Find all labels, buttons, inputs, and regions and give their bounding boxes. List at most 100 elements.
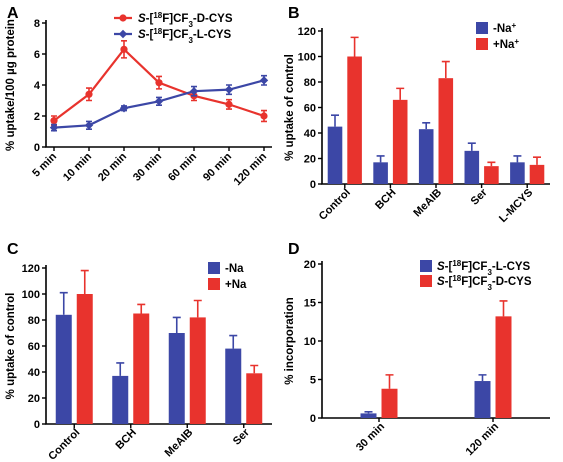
error-bar: [80, 269, 89, 294]
x-tick-label: 30 min: [354, 420, 387, 453]
bar: [438, 78, 454, 184]
legend-label: +Na: [225, 279, 247, 291]
y-axis-label: % uptake of control: [5, 293, 17, 400]
series-na: [347, 36, 545, 184]
y-tick-label: 0: [34, 419, 40, 431]
legend-marker: [118, 29, 128, 39]
x-tick-label: MeAIB: [163, 427, 196, 460]
y-tick-label: 0: [310, 413, 316, 425]
bar: [133, 313, 150, 424]
series-s-18f-cf3-d-cys: [50, 40, 268, 127]
x-tick-label: 120 min: [232, 150, 270, 188]
series-s-18f-cf3-d-cys: [381, 300, 512, 418]
error-bar: [385, 374, 394, 389]
x-tick-label: 10 min: [61, 150, 94, 183]
y-axis-label: % uptake of control: [284, 54, 296, 161]
y-tick-label: 10: [304, 336, 316, 348]
series-na: [55, 291, 242, 424]
y-tick-label: 120: [298, 26, 316, 38]
error-bar: [350, 36, 359, 57]
panel-b: B 0 20 40 60 80 100 120 % uptake of control Contr…: [284, 5, 550, 225]
data-point: [119, 104, 129, 113]
y-tick-label: 60: [28, 341, 40, 353]
bar: [55, 314, 72, 424]
error-bar: [396, 87, 405, 100]
error-bar: [364, 411, 373, 414]
legend-label: +Na+: [493, 37, 519, 52]
x-tick-label: BCH: [373, 187, 398, 212]
data-point: [50, 117, 58, 125]
legend-label: -Na: [225, 263, 244, 275]
x-tick-label: 60 min: [166, 150, 199, 183]
bar: [510, 162, 525, 184]
x-tick-label: Control: [317, 187, 353, 223]
legend-label: S-[18F]CF3-D-CYS: [138, 11, 233, 29]
y-tick-label: 80: [304, 77, 316, 89]
x-tick-label: Ser: [231, 426, 253, 448]
error-bar: [467, 142, 476, 151]
legend-swatch: [476, 38, 488, 50]
error-bar: [331, 114, 340, 127]
bar: [112, 375, 129, 424]
x-tick-label: L-MCYS: [497, 187, 535, 225]
data-point: [49, 123, 59, 132]
error-bar: [172, 316, 181, 333]
x-tick-label: MeAIB: [411, 187, 444, 220]
error-bar: [422, 122, 431, 130]
series-na: [327, 114, 525, 184]
x-tick-label: 30 min: [131, 150, 164, 183]
y-tick-label: 0: [34, 142, 40, 154]
data-point: [155, 79, 163, 87]
legend: -Na +Na: [208, 262, 247, 291]
bar: [189, 317, 206, 424]
error-bar: [513, 155, 522, 163]
bar: [327, 126, 343, 184]
x-tick-label: Control: [46, 427, 82, 462]
y-tick-label: 20: [304, 259, 316, 271]
panel-d: D 0 5 10 15 20 % incorporation 30 min 120 min S-[…: [284, 241, 550, 458]
error-bar: [478, 374, 487, 382]
y-tick-label: 20: [304, 154, 316, 166]
bar: [529, 164, 545, 184]
data-point: [84, 121, 94, 130]
legend: -Na++Na+: [476, 21, 519, 52]
y-tick-label: 40: [304, 128, 316, 140]
bar: [464, 150, 480, 184]
bar: [418, 129, 434, 184]
x-tick-label: BCH: [114, 427, 139, 452]
error-bar: [532, 156, 541, 165]
y-tick-label: 6: [34, 49, 40, 61]
error-bar: [441, 60, 450, 79]
data-point: [225, 100, 233, 108]
y-tick-label: 0: [310, 179, 316, 191]
legend-swatch: [208, 278, 220, 290]
data-point: [85, 90, 93, 98]
y-tick-label: 120: [22, 263, 40, 275]
legend-swatch: [420, 275, 432, 287]
legend-label: S-[18F]CF3-L-CYS: [437, 259, 531, 277]
error-bar: [116, 362, 125, 376]
bar: [360, 413, 377, 418]
panel-a: A 0 2 4 6 8 % uptake/100 µg protein 5 min 10 min…: [5, 5, 272, 188]
legend-label: -Na+: [493, 21, 517, 36]
x-tick-label: Ser: [469, 186, 491, 208]
y-tick-label: 15: [304, 298, 316, 310]
y-axis-label: % incorporation: [284, 297, 296, 385]
y-tick-label: 40: [28, 367, 40, 379]
y-tick-label: 2: [34, 111, 40, 123]
error-bar: [59, 291, 68, 315]
y-axis-label: % uptake/100 µg protein: [5, 19, 17, 151]
series-na: [76, 269, 263, 424]
bar: [76, 294, 93, 424]
panel-label: D: [288, 241, 300, 258]
y-tick-label: 80: [28, 315, 40, 327]
panel-label: A: [7, 5, 19, 22]
x-tick-label: 120 min: [464, 420, 502, 458]
bar: [392, 99, 408, 184]
bar: [225, 348, 242, 424]
legend-label: S-[18F]CF3-L-CYS: [138, 27, 232, 45]
panel-c: C 0 20 40 60 80 100 120 % uptake of control Contr…: [5, 241, 272, 462]
y-tick-label: 100: [298, 52, 316, 64]
